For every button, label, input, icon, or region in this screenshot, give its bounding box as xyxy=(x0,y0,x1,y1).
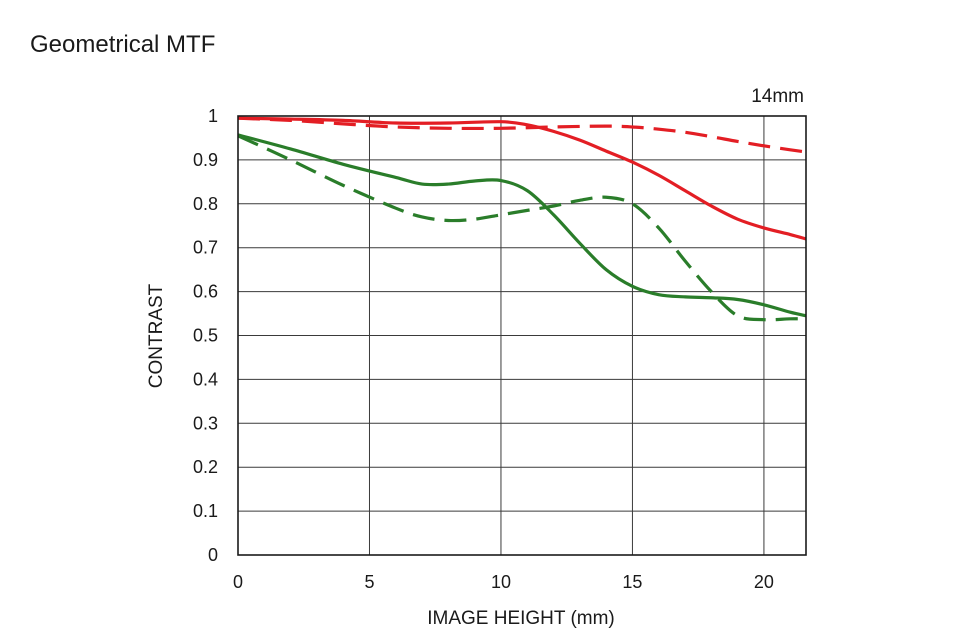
y-tick-label: 0.1 xyxy=(193,501,218,521)
y-axis-label: CONTRAST xyxy=(146,283,167,388)
series-line-green-solid xyxy=(237,133,807,318)
x-tick-label: 5 xyxy=(364,572,374,592)
chart-title: Geometrical MTF xyxy=(30,31,216,58)
x-axis-label: IMAGE HEIGHT (mm) xyxy=(427,608,615,629)
x-tick-label: 20 xyxy=(754,572,774,592)
x-tick-label: 15 xyxy=(622,572,642,592)
y-tick-label: 0.7 xyxy=(193,238,218,258)
y-tick-label: 1 xyxy=(208,106,218,126)
y-tick-label: 0.2 xyxy=(193,457,218,477)
x-tick-labels: 0 5 10 15 20 xyxy=(233,572,774,592)
y-tick-label: 0.4 xyxy=(193,369,218,389)
y-tick-labels: 0 0.1 0.2 0.3 0.4 0.5 0.6 0.7 0.8 0.9 1 xyxy=(193,106,218,565)
x-tick-label: 10 xyxy=(491,572,511,592)
series-line-red-solid xyxy=(237,116,807,241)
plot-frame xyxy=(237,115,807,556)
y-tick-label: 0.9 xyxy=(193,150,218,170)
y-tick-label: 0 xyxy=(208,545,218,565)
y-tick-label: 0.3 xyxy=(193,413,218,433)
focal-length-label: 14mm xyxy=(751,86,804,107)
series-line-red-dashed xyxy=(237,116,807,154)
series-line-green-dashed xyxy=(237,134,807,322)
series-layer xyxy=(237,116,807,322)
x-tick-label: 0 xyxy=(233,572,243,592)
y-tick-label: 0.8 xyxy=(193,194,218,214)
plot-border xyxy=(237,115,807,556)
y-tick-label: 0.5 xyxy=(193,326,218,346)
grid xyxy=(237,115,806,556)
y-tick-label: 0.6 xyxy=(193,282,218,302)
